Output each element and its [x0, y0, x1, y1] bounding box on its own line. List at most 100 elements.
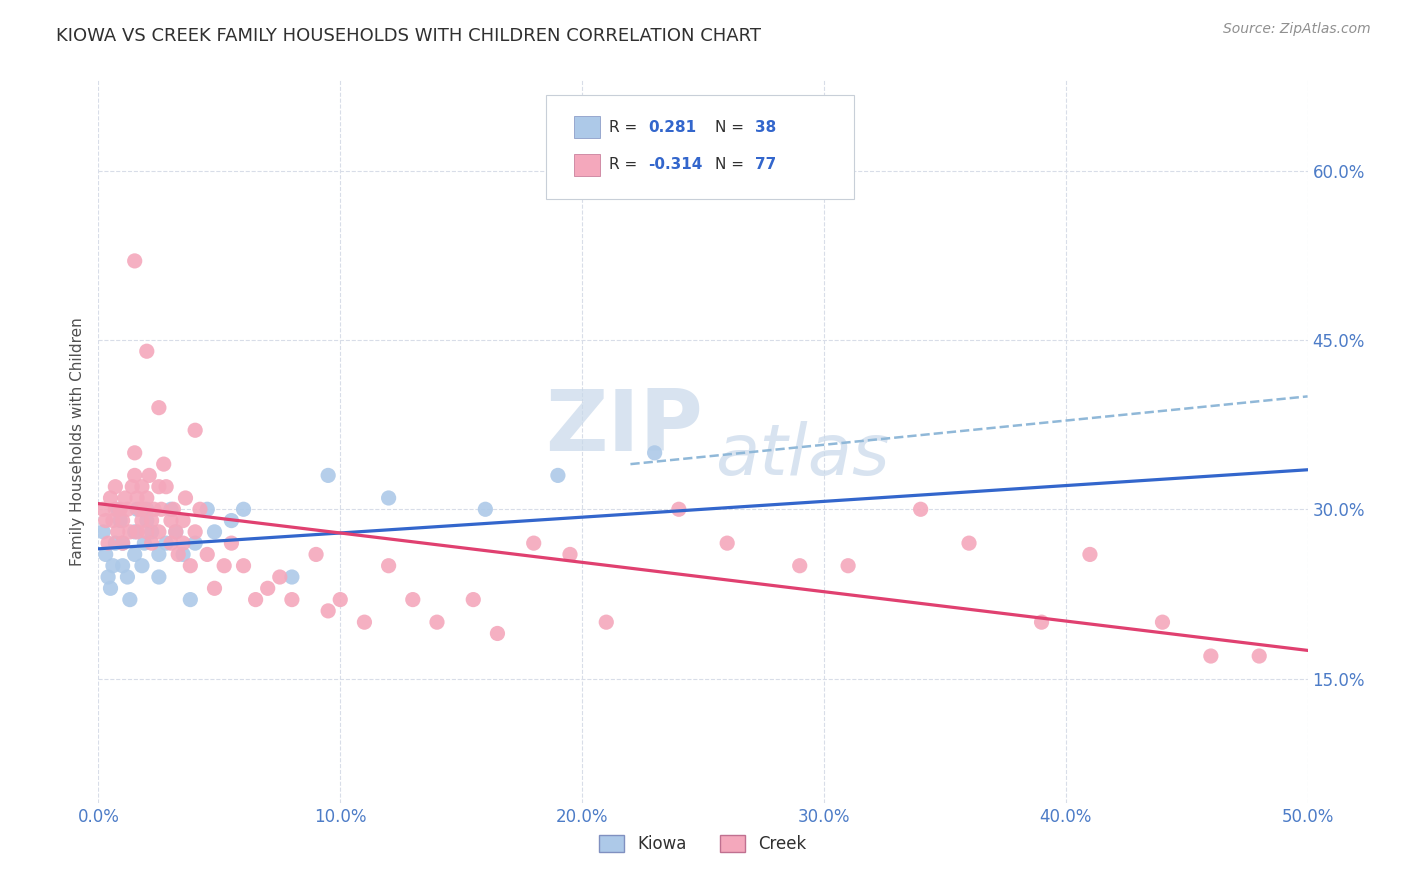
Text: N =: N = [716, 120, 744, 135]
Point [523, 536, 546, 550]
Point [111, 514, 134, 528]
Point [716, 536, 738, 550]
Point [104, 536, 127, 550]
Point [141, 514, 163, 528]
FancyBboxPatch shape [574, 154, 600, 176]
Point [172, 536, 194, 550]
Point [117, 502, 139, 516]
Point [143, 502, 166, 516]
Point [644, 446, 666, 460]
Point [789, 558, 811, 573]
Point [104, 502, 127, 516]
Point [97, 536, 120, 550]
Point [486, 626, 509, 640]
Point [668, 502, 690, 516]
Point [172, 514, 194, 528]
Point [118, 592, 141, 607]
Point [127, 502, 149, 516]
Point [141, 524, 163, 539]
Point [131, 514, 153, 528]
Point [184, 536, 207, 550]
Text: atlas: atlas [716, 422, 890, 491]
Point [101, 558, 124, 573]
Point [135, 524, 157, 539]
Point [1152, 615, 1174, 630]
Point [221, 536, 243, 550]
Point [94, 514, 117, 528]
Point [179, 558, 201, 573]
Point [127, 491, 149, 505]
Point [316, 604, 339, 618]
Point [111, 558, 134, 573]
FancyBboxPatch shape [546, 95, 855, 200]
Point [281, 592, 304, 607]
Point [135, 491, 157, 505]
Point [114, 491, 136, 505]
Point [94, 548, 117, 562]
Text: ZIP: ZIP [546, 385, 703, 468]
Point [104, 480, 127, 494]
Point [124, 524, 146, 539]
Point [124, 446, 146, 460]
Point [100, 582, 122, 596]
Point [138, 468, 160, 483]
Point [155, 536, 177, 550]
Point [148, 570, 170, 584]
Text: R =: R = [609, 157, 637, 172]
Point [148, 548, 170, 562]
Point [212, 558, 235, 573]
Point [426, 615, 449, 630]
Point [188, 502, 211, 516]
Point [108, 502, 131, 516]
Point [377, 491, 399, 505]
Point [118, 524, 141, 539]
Point [957, 536, 980, 550]
Point [121, 480, 143, 494]
Point [162, 502, 184, 516]
Point [165, 524, 187, 539]
Point [316, 468, 339, 483]
Point [1249, 648, 1271, 663]
FancyBboxPatch shape [574, 116, 600, 138]
Point [148, 401, 170, 415]
Point [108, 514, 131, 528]
Point [160, 536, 183, 550]
Point [232, 558, 254, 573]
Point [232, 502, 254, 516]
Text: 0.281: 0.281 [648, 120, 697, 135]
Text: Source: ZipAtlas.com: Source: ZipAtlas.com [1223, 22, 1371, 37]
Point [377, 558, 399, 573]
Point [167, 548, 190, 562]
Text: -0.314: -0.314 [648, 157, 703, 172]
Point [101, 514, 124, 528]
Point [269, 570, 291, 584]
Point [148, 480, 170, 494]
Point [124, 548, 146, 562]
Point [148, 524, 170, 539]
Point [124, 253, 146, 268]
Point [281, 570, 304, 584]
Point [117, 570, 139, 584]
Point [91, 502, 114, 516]
Point [172, 548, 194, 562]
Point [134, 502, 156, 516]
Point [128, 502, 150, 516]
Point [135, 344, 157, 359]
Point [127, 524, 149, 539]
Point [141, 536, 163, 550]
Point [1078, 548, 1101, 562]
Point [353, 615, 375, 630]
Point [256, 582, 278, 596]
Text: 77: 77 [755, 157, 776, 172]
Point [155, 480, 177, 494]
Point [221, 514, 243, 528]
Point [107, 502, 129, 516]
Point [179, 592, 201, 607]
Point [150, 502, 173, 516]
Point [558, 548, 581, 562]
Point [131, 558, 153, 573]
Legend: Kiowa, Creek: Kiowa, Creek [592, 828, 814, 860]
Point [837, 558, 859, 573]
Point [305, 548, 328, 562]
Point [195, 502, 218, 516]
